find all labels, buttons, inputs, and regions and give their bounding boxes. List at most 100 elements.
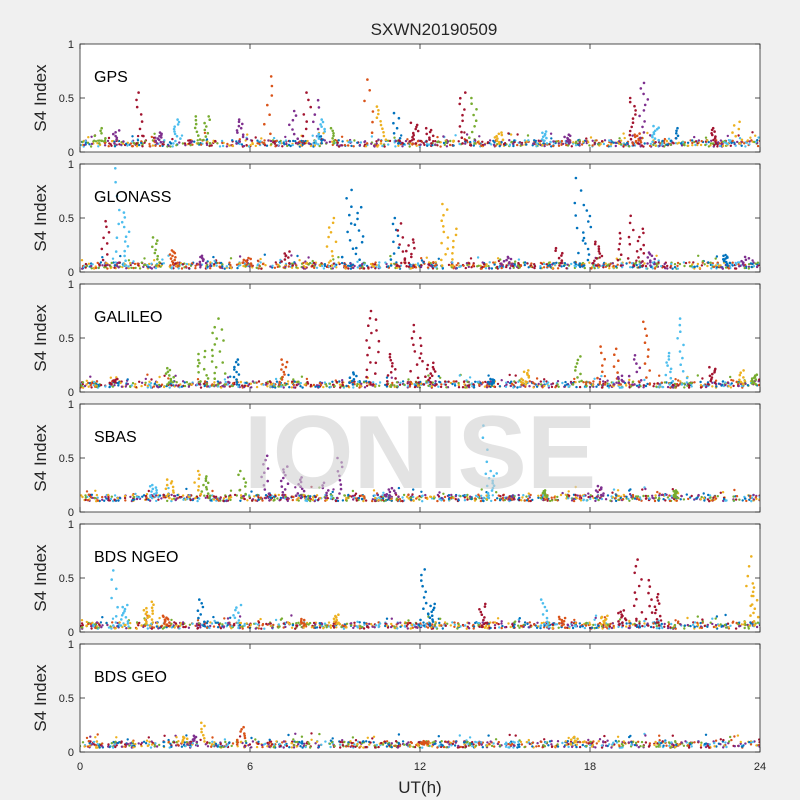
- data-point: [352, 371, 355, 374]
- data-point: [481, 436, 485, 440]
- data-point: [166, 370, 170, 374]
- data-point: [309, 144, 313, 148]
- data-point: [645, 267, 648, 270]
- data-point: [241, 261, 244, 265]
- data-point: [235, 129, 239, 132]
- data-point: [606, 384, 609, 388]
- data-point: [382, 131, 385, 134]
- data-point: [588, 261, 591, 264]
- data-point: [90, 264, 93, 268]
- data-point: [434, 621, 437, 624]
- data-point: [476, 495, 480, 499]
- data-point: [743, 255, 747, 259]
- data-point: [751, 259, 754, 262]
- data-point: [323, 381, 327, 384]
- data-point: [237, 120, 241, 124]
- data-point: [418, 498, 421, 501]
- data-point: [111, 257, 115, 260]
- data-point: [472, 383, 475, 386]
- data-point: [355, 499, 358, 502]
- data-point: [138, 380, 141, 383]
- data-point: [437, 375, 440, 378]
- data-point: [541, 143, 544, 147]
- data-point: [575, 362, 579, 365]
- data-point: [647, 251, 651, 254]
- data-point: [444, 380, 447, 383]
- data-point: [407, 493, 410, 497]
- data-point: [263, 253, 266, 256]
- data-point: [436, 499, 439, 503]
- data-point: [171, 489, 175, 492]
- data-point: [397, 139, 401, 142]
- data-point: [669, 139, 673, 143]
- data-point: [470, 497, 473, 501]
- data-point: [297, 483, 300, 486]
- data-point: [730, 378, 733, 382]
- data-point: [752, 498, 755, 501]
- data-point: [594, 499, 597, 503]
- data-point: [146, 264, 149, 267]
- data-point: [409, 496, 413, 499]
- data-point: [425, 140, 428, 143]
- data-point: [609, 262, 612, 266]
- data-point: [466, 380, 469, 384]
- data-point: [441, 267, 444, 270]
- data-point: [437, 140, 440, 143]
- data-point: [269, 132, 272, 136]
- data-point: [248, 265, 251, 268]
- data-point: [249, 382, 253, 385]
- data-point: [147, 266, 150, 269]
- data-point: [527, 492, 530, 495]
- data-point: [377, 138, 380, 141]
- data-point: [395, 261, 398, 264]
- data-point: [748, 143, 751, 146]
- data-point: [331, 140, 334, 143]
- data-point: [159, 140, 163, 144]
- data-point: [413, 385, 417, 389]
- data-point: [466, 141, 469, 144]
- data-point: [657, 138, 660, 142]
- data-point: [597, 247, 601, 251]
- data-point: [358, 264, 362, 267]
- data-point: [357, 496, 361, 500]
- data-point: [507, 132, 510, 135]
- data-point: [578, 380, 581, 383]
- data-point: [556, 499, 559, 502]
- data-point: [232, 375, 236, 379]
- data-point: [162, 385, 166, 389]
- data-point: [275, 144, 278, 147]
- data-point: [517, 258, 521, 261]
- data-point: [202, 138, 205, 142]
- data-point: [429, 128, 433, 132]
- data-point: [643, 362, 647, 365]
- data-point: [384, 138, 388, 141]
- data-point: [730, 382, 733, 385]
- data-point: [464, 266, 467, 270]
- data-point: [421, 494, 424, 497]
- data-point: [167, 486, 170, 490]
- data-point: [600, 140, 604, 143]
- data-point: [334, 499, 338, 503]
- data-point: [616, 375, 620, 379]
- data-point: [165, 478, 169, 481]
- data-point: [595, 139, 598, 142]
- data-point: [107, 136, 111, 140]
- data-point: [738, 373, 742, 377]
- data-point: [213, 495, 216, 498]
- data-point: [648, 383, 651, 386]
- data-point: [567, 385, 570, 389]
- data-point: [119, 254, 122, 258]
- data-point: [579, 355, 582, 358]
- data-point: [507, 622, 510, 625]
- data-point: [612, 141, 615, 144]
- data-point: [711, 126, 715, 130]
- data-point: [341, 379, 344, 382]
- data-point: [724, 626, 728, 629]
- data-point: [606, 379, 609, 382]
- data-point: [186, 497, 189, 501]
- data-point: [360, 382, 363, 385]
- data-point: [258, 142, 261, 146]
- data-point: [677, 379, 680, 382]
- data-point: [377, 265, 380, 269]
